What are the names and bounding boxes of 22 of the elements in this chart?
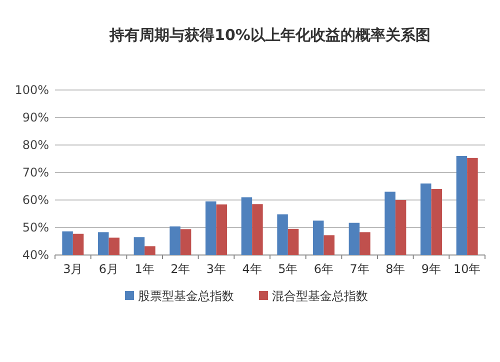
x-tick-label: 1年 xyxy=(134,262,154,276)
x-tick-label: 6年 xyxy=(314,262,334,276)
y-tick-label: 80% xyxy=(22,138,49,152)
x-tick-label: 3年 xyxy=(206,262,226,276)
x-tick-label: 7年 xyxy=(350,262,370,276)
x-tick-label: 2年 xyxy=(170,262,190,276)
y-tick-label: 50% xyxy=(22,220,49,234)
chart-title: 持有周期与获得10%以上年化收益的概率关系图 xyxy=(108,26,430,44)
x-tick-label: 3月 xyxy=(63,262,83,276)
x-tick-label: 5年 xyxy=(278,262,298,276)
legend-label: 混合型基金总指数 xyxy=(272,289,368,303)
y-tick-label: 60% xyxy=(22,193,49,207)
y-tick-label: 70% xyxy=(22,166,49,180)
y-tick-label: 40% xyxy=(22,248,49,262)
y-tick-label: 90% xyxy=(22,110,49,124)
x-tick-label: 6月 xyxy=(98,262,119,276)
y-tick-label: 100% xyxy=(14,83,49,97)
legend-label: 股票型基金总指数 xyxy=(138,289,234,303)
x-tick-label: 10年 xyxy=(453,262,481,276)
x-tick-label: 4年 xyxy=(242,262,262,276)
x-tick-label: 8年 xyxy=(386,262,406,276)
x-tick-label: 9年 xyxy=(421,262,442,276)
